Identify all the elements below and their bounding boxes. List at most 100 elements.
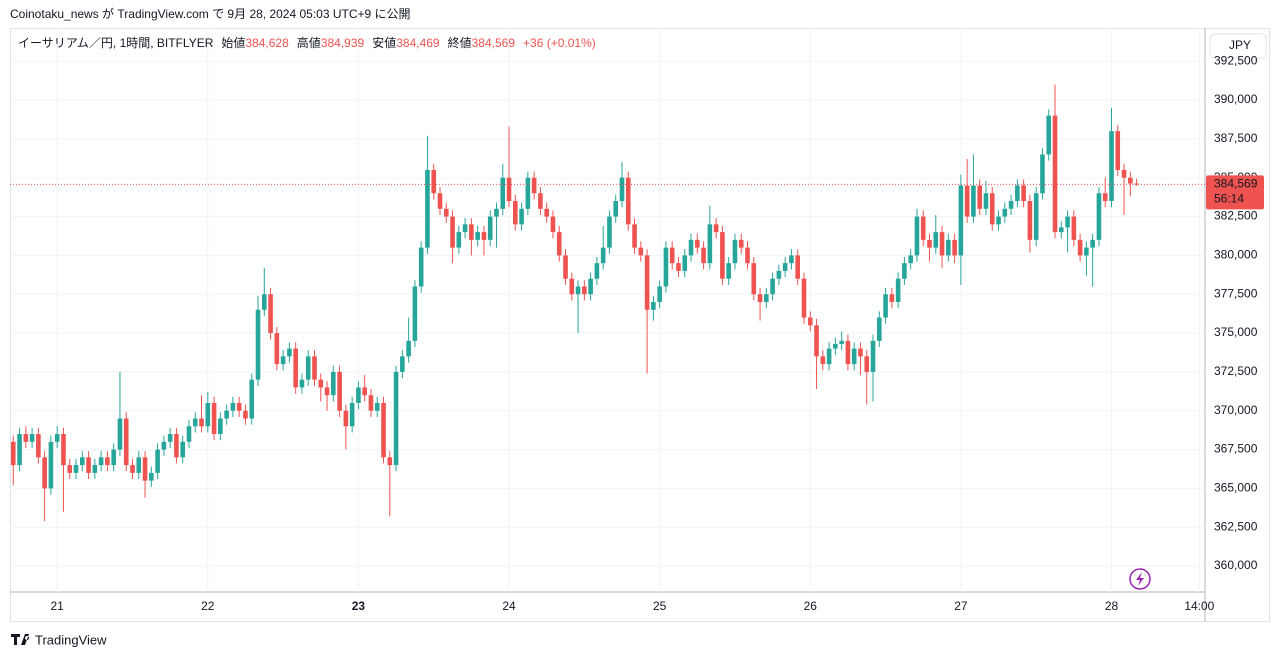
candle-body	[889, 294, 895, 303]
candle-body	[757, 294, 763, 303]
candle-body	[676, 263, 681, 271]
candle-body	[826, 348, 832, 365]
candle-body	[751, 263, 757, 295]
frame	[10, 28, 1270, 622]
candle-body	[349, 402, 355, 427]
candle-body	[500, 177, 506, 209]
legend-high-label: 高値	[297, 35, 321, 50]
candle-body	[105, 457, 110, 466]
candle-body	[456, 232, 462, 248]
candle-body	[230, 402, 236, 411]
candle-body	[531, 177, 537, 194]
y-tick-label: 375,000	[1214, 325, 1258, 339]
candle-body	[1002, 208, 1008, 217]
legend-symbol: イーサリアム／円, 1時間, BITFLYER	[18, 36, 214, 50]
candle-body	[870, 340, 876, 372]
currency-button[interactable]	[1209, 33, 1267, 59]
candle-body	[299, 379, 305, 388]
brand: TradingView	[35, 632, 107, 647]
candle-body	[833, 343, 838, 349]
y-tick-label: 380,000	[1214, 248, 1258, 262]
candle-body	[726, 263, 731, 279]
candle-body	[946, 239, 951, 256]
candle-body	[406, 340, 411, 357]
candle-body	[387, 457, 393, 466]
candle-body	[908, 255, 913, 264]
candle-body	[111, 449, 116, 466]
y-tick-label: 365,000	[1214, 481, 1258, 495]
candle-body	[23, 434, 29, 442]
tv-logo	[11, 634, 30, 645]
x-tick-label: 21	[51, 599, 65, 613]
candle-body	[462, 224, 468, 233]
candle-body	[343, 410, 349, 427]
candle-body	[964, 185, 970, 217]
candle-body	[506, 177, 512, 202]
candle-body	[525, 177, 531, 209]
x-tick-label: 14:00	[1184, 599, 1214, 613]
candle-body	[632, 224, 637, 248]
candle-body	[563, 255, 568, 279]
last-price-label: 384,569	[1214, 177, 1258, 191]
candle-body	[983, 193, 989, 209]
candle-body	[318, 379, 324, 388]
candle-body	[418, 247, 424, 287]
candle-body	[682, 255, 688, 271]
candle-body	[864, 356, 870, 372]
candle-body	[243, 410, 248, 419]
candle-body	[1128, 177, 1133, 184]
candle-body	[657, 286, 662, 303]
candle-body	[770, 278, 775, 295]
legend-low: 384,469	[396, 36, 440, 50]
y-tick-label: 362,500	[1214, 519, 1258, 533]
legend-close: 384,569	[472, 36, 516, 50]
x-tick-label: 27	[954, 599, 968, 613]
candle-body	[261, 294, 267, 310]
legend-open: 384,628	[245, 36, 289, 50]
candle-body	[1096, 193, 1102, 240]
candle-body	[86, 457, 91, 473]
candle-body	[1071, 216, 1077, 240]
candle-body	[895, 278, 901, 303]
candle-body	[437, 193, 443, 209]
candle-body	[362, 387, 367, 396]
y-tick-label: 367,500	[1214, 442, 1258, 456]
candle-body	[738, 239, 744, 248]
candle-body	[73, 465, 79, 473]
candle-body	[293, 348, 298, 388]
candle-body	[807, 317, 813, 326]
candle-body	[469, 224, 474, 240]
candle-body	[883, 294, 888, 318]
candle-body	[1021, 185, 1026, 202]
candle-body	[312, 356, 317, 380]
candle-body	[79, 457, 85, 466]
candle-body	[1065, 216, 1070, 228]
candle-body	[600, 247, 606, 264]
candle-body	[412, 286, 418, 341]
candle-body	[205, 402, 211, 427]
grid	[10, 28, 1205, 592]
candle-body	[142, 457, 148, 481]
candle-body	[368, 395, 374, 411]
candle-body	[280, 356, 286, 365]
candle-body	[927, 239, 932, 248]
last-price-box	[1206, 175, 1264, 210]
candle-body	[337, 371, 342, 411]
candle-body	[569, 278, 575, 295]
candle-body	[651, 302, 656, 310]
candle-body	[199, 418, 204, 427]
candle-body	[54, 434, 60, 442]
candle-body	[42, 457, 47, 489]
y-tick-label: 392,500	[1214, 53, 1258, 67]
publisher: Coinotaku_news が TradingView.com で 9月 28…	[10, 6, 411, 21]
candle-body	[123, 418, 129, 466]
candle-body	[1090, 239, 1095, 248]
candle-body	[707, 224, 713, 264]
y-tick-label: 372,500	[1214, 364, 1258, 378]
candle-body	[594, 263, 600, 279]
candle-body	[98, 457, 104, 466]
candle-body	[801, 278, 807, 318]
candle-body	[977, 185, 983, 209]
candle-body	[669, 247, 675, 264]
candle-body	[130, 465, 135, 473]
